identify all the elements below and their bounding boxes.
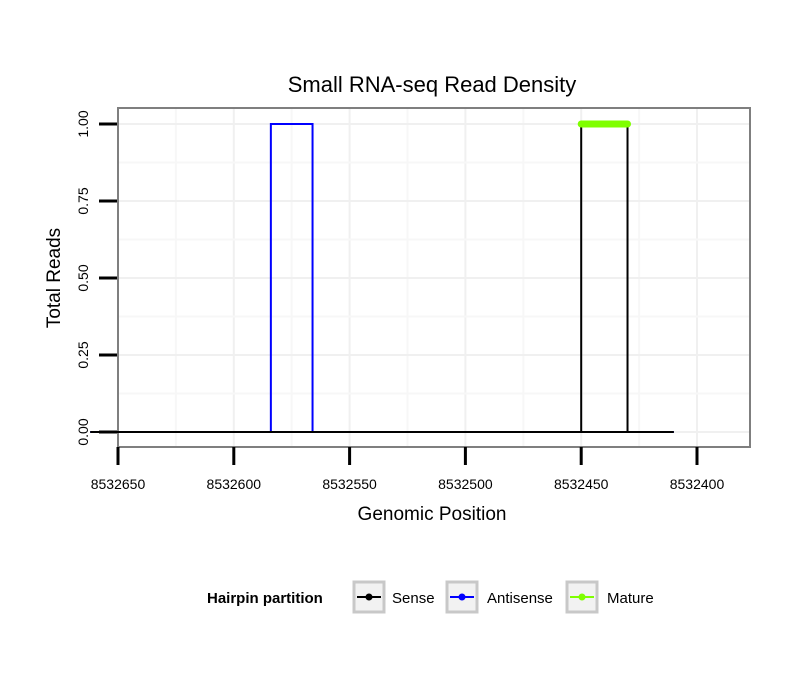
legend-key-point: [458, 593, 466, 601]
x-tick-label: 8532500: [438, 476, 493, 492]
y-tick-label: 0.25: [75, 341, 91, 368]
legend-label-antisense: Antisense: [487, 590, 553, 607]
x-tick-label: 8532600: [207, 476, 262, 492]
legend: Hairpin partition Sense Antisense Mature: [207, 580, 654, 614]
legend-title: Hairpin partition: [207, 590, 323, 607]
y-tick-label: 1.00: [75, 110, 91, 137]
legend-key-point: [365, 593, 373, 601]
y-axis-label: Total Reads: [44, 228, 65, 328]
legend-key-point: [578, 593, 586, 601]
legend-label-mature: Mature: [607, 590, 654, 607]
y-tick-label: 0.75: [75, 187, 91, 214]
chart-title: Small RNA-seq Read Density: [288, 72, 577, 97]
x-tick-label: 8532650: [91, 476, 146, 492]
y-tick-label: 0.50: [75, 264, 91, 291]
y-tick-label: 0.00: [75, 418, 91, 445]
x-tick-label: 8532550: [322, 476, 377, 492]
series-layer: [90, 120, 674, 433]
axes: 8532650 8532600 8532550 8532500 8532450 85324…: [75, 110, 724, 492]
legend-label-sense: Sense: [392, 590, 435, 607]
x-tick-label: 8532450: [554, 476, 609, 492]
grid: [117, 108, 750, 447]
x-axis-label: Genomic Position: [358, 504, 507, 525]
x-tick-label: 8532400: [670, 476, 725, 492]
plot-panel: [117, 107, 751, 448]
